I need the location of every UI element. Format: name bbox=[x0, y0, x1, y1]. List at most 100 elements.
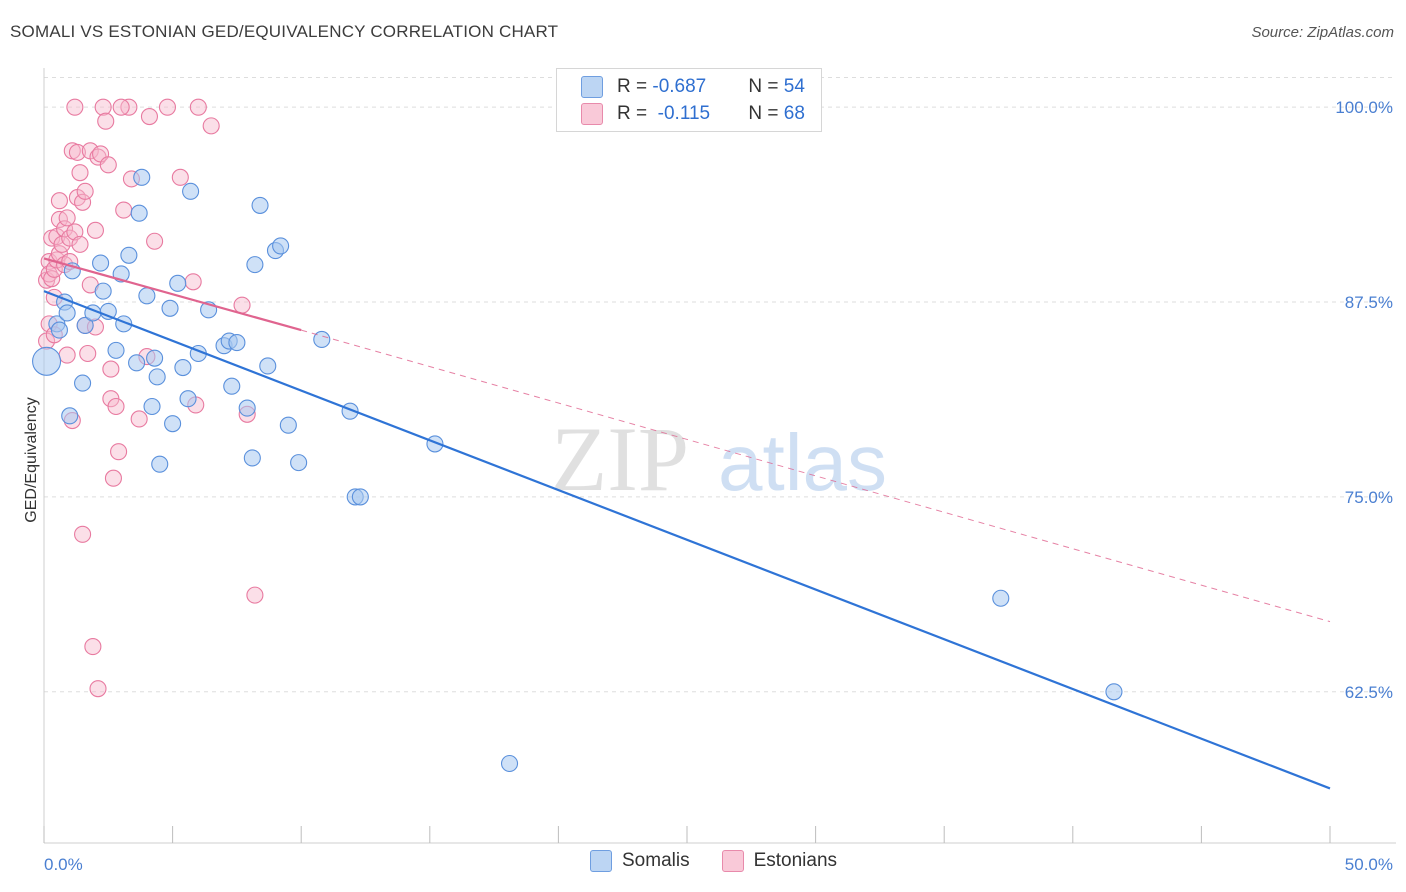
estonians-points bbox=[38, 98, 264, 698]
somalis-point bbox=[50, 321, 68, 339]
somalis-point bbox=[148, 368, 166, 386]
estonians-point bbox=[71, 235, 89, 253]
somalis-point bbox=[107, 341, 125, 359]
somalis-point bbox=[351, 488, 369, 506]
y-tick-label: 62.5% bbox=[1345, 683, 1393, 702]
estonians-point bbox=[102, 360, 120, 378]
y-tick-label: 100.0% bbox=[1335, 98, 1393, 117]
estonians-legend-label: Estonians bbox=[753, 850, 838, 871]
estonians-point bbox=[79, 344, 97, 363]
estonians-point bbox=[56, 220, 74, 238]
somalis-point bbox=[290, 454, 308, 472]
somalis-point bbox=[272, 237, 290, 255]
somalis-point bbox=[238, 399, 256, 417]
correlation-legend: R = -0.687 N = 54 R = -0.115 N = 68 bbox=[556, 68, 822, 132]
estonians-point bbox=[158, 98, 177, 116]
estonians-point bbox=[246, 586, 264, 604]
y-tick-label: 87.5% bbox=[1345, 293, 1393, 312]
estonians-trend-line bbox=[43, 257, 302, 332]
somalis-point bbox=[128, 354, 146, 372]
grid-lines bbox=[44, 77, 1396, 693]
somalis-point bbox=[992, 589, 1010, 607]
somalis-point bbox=[76, 316, 94, 334]
somalis-trend-line bbox=[43, 290, 1331, 790]
estonians-point bbox=[171, 168, 189, 186]
chart-title: SOMALI VS ESTONIAN GED/EQUIVALENCY CORRE… bbox=[10, 22, 559, 41]
series-legend: Somalis Estonians bbox=[590, 850, 869, 872]
estonians-point bbox=[115, 201, 133, 219]
estonians-point bbox=[130, 410, 148, 428]
somalis-point bbox=[169, 274, 187, 292]
axes bbox=[43, 68, 1396, 844]
estonians-point bbox=[94, 98, 112, 116]
estonians-point bbox=[50, 192, 68, 210]
legend-r-label: R = bbox=[617, 103, 653, 124]
somalis-point bbox=[133, 168, 151, 186]
x-tick-label: 0.0% bbox=[44, 855, 83, 874]
somalis-points bbox=[32, 168, 1123, 773]
somalis-point bbox=[174, 358, 192, 377]
watermark-zip: ZIP bbox=[551, 408, 689, 510]
somalis-point bbox=[146, 349, 164, 367]
estonians-point bbox=[99, 156, 117, 174]
estonians-point bbox=[140, 107, 159, 126]
estonians-point bbox=[68, 143, 86, 161]
somalis-point bbox=[74, 374, 92, 392]
legend-row-somalis: R = -0.687 N = 54 bbox=[581, 73, 805, 101]
somalis-point bbox=[58, 304, 76, 322]
estonians-trend-extension bbox=[301, 329, 1331, 623]
estonians-point bbox=[58, 209, 76, 227]
somalis-swatch bbox=[581, 76, 603, 98]
somalis-point bbox=[94, 282, 112, 300]
x-tick-label: 50.0% bbox=[1345, 855, 1393, 874]
estonians-point bbox=[71, 164, 89, 182]
somalis-legend-label: Somalis bbox=[622, 850, 690, 871]
legend-n-label: N = bbox=[748, 76, 784, 97]
estonians-point bbox=[89, 680, 107, 698]
estonians-legend-swatch bbox=[721, 850, 744, 872]
somalis-point bbox=[179, 390, 197, 408]
legend-row-estonians: R = -0.115 N = 68 bbox=[581, 100, 805, 128]
estonians-point bbox=[74, 193, 92, 211]
y-axis-label: GED/Equivalency bbox=[23, 397, 40, 522]
legend-r-value: -0.687 bbox=[652, 76, 707, 97]
estonians-point bbox=[189, 98, 207, 116]
somalis-point bbox=[251, 196, 269, 214]
estonians-point bbox=[66, 98, 84, 116]
somalis-point bbox=[243, 449, 261, 467]
estonians-point bbox=[97, 112, 115, 130]
estonians-point bbox=[202, 117, 220, 135]
somalis-point bbox=[500, 754, 519, 773]
estonians-point bbox=[84, 638, 102, 656]
somalis-point bbox=[138, 287, 156, 305]
estonians-point bbox=[58, 346, 76, 364]
source-label: Source: ZipAtlas.com bbox=[1251, 24, 1394, 41]
somalis-point bbox=[143, 397, 161, 416]
somalis-point bbox=[246, 256, 264, 274]
estonians-point bbox=[104, 469, 122, 487]
y-tick-label: 75.0% bbox=[1345, 488, 1393, 507]
estonians-point bbox=[107, 397, 125, 416]
legend-item-somalis: Somalis bbox=[590, 850, 690, 872]
x-tick-labels: 0.0% 50.0% bbox=[44, 855, 1393, 874]
legend-n-value: 68 bbox=[783, 103, 805, 124]
somalis-point bbox=[61, 407, 79, 425]
legend-n-label: N = bbox=[748, 103, 784, 124]
estonians-point bbox=[86, 221, 104, 239]
somalis-point bbox=[1105, 683, 1123, 701]
somalis-point bbox=[92, 254, 110, 272]
somalis-point bbox=[182, 182, 200, 200]
somalis-legend-swatch bbox=[590, 850, 612, 872]
somalis-point bbox=[161, 299, 179, 317]
watermark-atlas: atlas bbox=[718, 418, 887, 507]
estonians-point bbox=[146, 232, 164, 250]
estonians-point bbox=[110, 443, 128, 461]
estonians-point bbox=[74, 525, 92, 543]
somalis-point bbox=[164, 415, 182, 433]
legend-n-value: 54 bbox=[783, 76, 805, 97]
somalis-point bbox=[279, 416, 297, 434]
somalis-point bbox=[151, 455, 169, 473]
somalis-point bbox=[313, 330, 331, 349]
somalis-point bbox=[120, 246, 138, 264]
